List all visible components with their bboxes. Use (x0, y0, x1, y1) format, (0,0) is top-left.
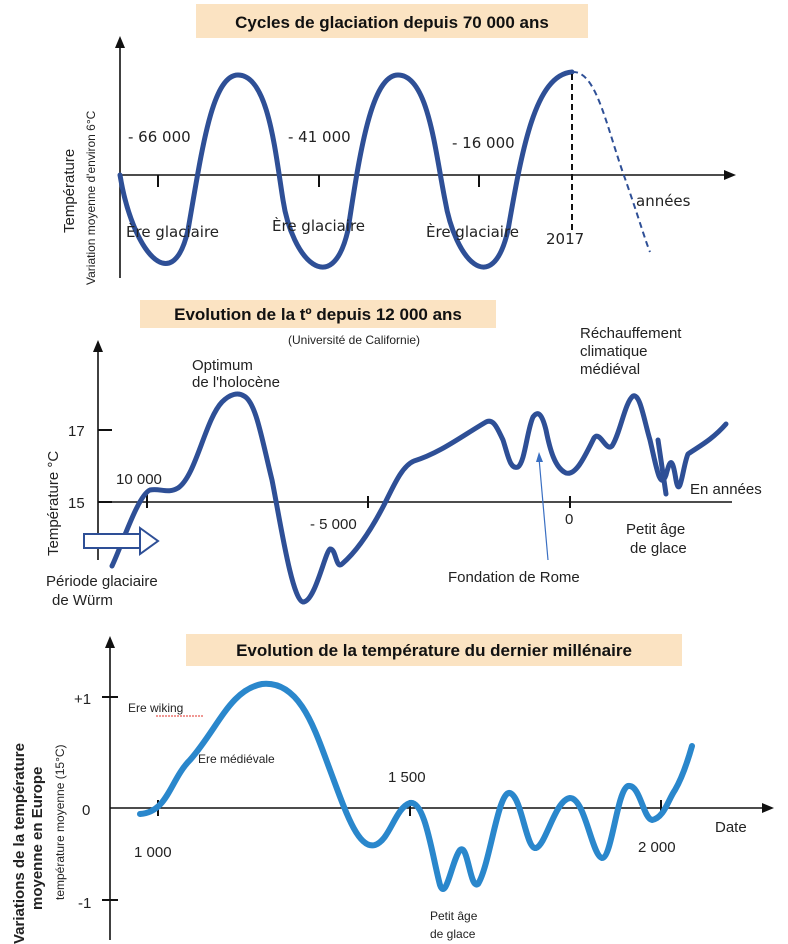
chart2-annotation-line: de glace (630, 540, 687, 557)
chart3-y-axis-label: Variations de la température moyenne en … (11, 739, 46, 944)
chart1-y-axis-label: Température (61, 149, 78, 233)
chart1-tick-label: - 16 000 (452, 134, 515, 152)
chart2-x-tick-label: - 5 000 (310, 516, 357, 533)
chart3-title-box (186, 634, 682, 666)
chart1-tick-label: - 66 000 (128, 128, 191, 146)
chart3-x-axis-label: Date (715, 819, 747, 836)
chart2-annotation-rome: Fondation de Rome (448, 569, 580, 586)
chart1-title-box (196, 4, 588, 38)
chart3-y-tick-label: -1 (78, 895, 91, 912)
chart3-annotation-line: Petit âge (430, 909, 478, 923)
chart-glaciation-cycles: Cycles de glaciation depuis 70 000 ans -… (61, 4, 736, 285)
chart2-x-axis-label: En années (690, 481, 762, 498)
chart3-x-tick-label: 1 500 (388, 769, 426, 786)
chart2-rome-pointer-head (536, 452, 543, 462)
chart3-x-arrow (762, 803, 774, 813)
chart2-x-tick-label: 10 000 (116, 471, 162, 488)
chart2-annotation-line: médiéval (580, 361, 640, 378)
chart3-y-tick-label: +1 (74, 691, 91, 708)
chart2-wurm-arrow-body (83, 533, 141, 549)
chart1-tick-label: - 41 000 (288, 128, 351, 146)
chart2-x-tick-label: 0 (565, 511, 573, 528)
chart1-y-arrow (115, 36, 125, 48)
chart2-annotation-line: de l'holocène (192, 374, 280, 391)
chart-millennium: Evolution de la température du dernier m… (11, 634, 774, 944)
chart1-y-axis-sublabel: Variation moyenne d'environ 6°C (84, 110, 98, 285)
chart3-y-axis-label-line: Variations de la température (11, 743, 28, 944)
chart1-x-axis-label: années (636, 192, 691, 210)
chart3-y-tick-label: 0 (82, 802, 90, 819)
chart2-subtitle: (Université de Californie) (288, 333, 420, 347)
chart2-series-segment (655, 437, 669, 497)
chart2-title-box (140, 300, 496, 328)
chart2-annotation-line: climatique (580, 343, 648, 360)
chart1-period-label: Ère glaciaire (272, 216, 365, 235)
chart3-series-line (137, 680, 695, 892)
chart2-annotation-wurm: Période glaciaire de Würm (46, 573, 162, 609)
chart2-y-tick-label: 15 (68, 495, 85, 512)
chart2-annotation-optimum: Optimum de l'holocène (192, 357, 280, 391)
chart-holocene: Evolution de la tº depuis 12 000 ans (Un… (45, 300, 762, 609)
chart3-y-arrow (105, 636, 115, 648)
chart3-x-tick-label: 2 000 (638, 839, 676, 856)
chart1-series-line (117, 69, 575, 270)
chart2-wurm-arrow-head (139, 526, 160, 556)
chart3-annotation-line: de glace (430, 927, 476, 941)
chart3-annotation-wiking: Ere wiking (128, 701, 183, 715)
chart1-tick-label: 2017 (546, 230, 584, 248)
chart2-y-tick-label: 17 (68, 423, 85, 440)
chart2-annotation-medieval: Réchauffement climatique médiéval (580, 325, 686, 378)
chart3-annotation-medieval: Ere médiévale (198, 752, 275, 766)
chart2-title: Evolution de la tº depuis 12 000 ans (174, 305, 462, 324)
chart3-title: Evolution de la température du dernier m… (236, 641, 632, 660)
chart2-annotation-petit-age: Petit âge de glace (626, 521, 689, 557)
chart1-projection-line (571, 70, 651, 253)
chart3-x-tick-label: 1 000 (134, 844, 172, 861)
chart1-title: Cycles de glaciation depuis 70 000 ans (235, 13, 549, 32)
chart2-y-axis-label: Température °C (45, 451, 62, 556)
chart1-period-label: Ère glaciaire (126, 222, 219, 241)
chart2-annotation-line: de Würm (52, 592, 113, 609)
chart2-rome-pointer (538, 457, 549, 561)
chart3-annotation-petit-age: Petit âge de glace (430, 909, 481, 941)
chart3-y-axis-label-line: moyenne en Europe (29, 767, 46, 910)
chart2-annotation-line: Petit âge (626, 521, 685, 538)
chart2-series-line (109, 391, 729, 605)
chart2-annotation-line: Réchauffement (580, 325, 682, 342)
chart1-x-arrow (724, 170, 736, 180)
chart3-y-axis-sublabel: température moyenne (15°C) (53, 744, 67, 900)
chart2-y-arrow (93, 340, 103, 352)
chart2-annotation-line: Optimum (192, 357, 253, 374)
chart1-period-label: Ère glaciaire (426, 222, 519, 241)
chart2-annotation-line: Période glaciaire (46, 573, 158, 590)
